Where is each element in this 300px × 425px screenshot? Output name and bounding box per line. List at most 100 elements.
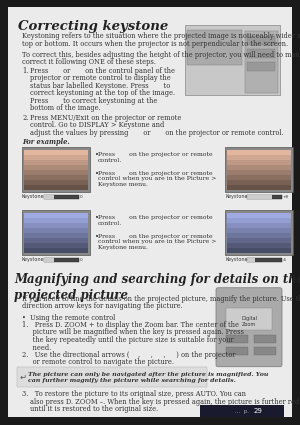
Text: also press D. ZOOM –. When the key is pressed again, the picture is further redu: also press D. ZOOM –. When the key is pr… <box>30 397 300 405</box>
FancyBboxPatch shape <box>226 308 272 330</box>
Bar <box>227 243 291 248</box>
Text: Press       on the projector or remote
control when you are in the Picture >
Key: Press on the projector or remote control… <box>98 170 216 187</box>
Bar <box>227 223 291 228</box>
Text: correct it following ONE of these steps.: correct it following ONE of these steps. <box>22 58 156 66</box>
Bar <box>24 233 88 238</box>
Bar <box>247 62 275 71</box>
Bar <box>24 228 88 233</box>
FancyBboxPatch shape <box>8 7 292 417</box>
Bar <box>247 195 272 199</box>
Text: 2.: 2. <box>22 114 28 122</box>
FancyBboxPatch shape <box>185 25 280 95</box>
Text: direction arrow keys for navigating the picture.: direction arrow keys for navigating the … <box>22 302 183 310</box>
Text: bottom of the image.: bottom of the image. <box>30 104 101 112</box>
Bar <box>227 175 291 180</box>
Text: •: • <box>95 170 99 176</box>
Text: Magnifying and searching for details on the
projected picture: Magnifying and searching for details on … <box>14 273 300 302</box>
Bar <box>24 218 88 223</box>
Bar <box>24 213 88 218</box>
FancyBboxPatch shape <box>8 7 292 417</box>
FancyBboxPatch shape <box>17 367 207 387</box>
Bar <box>44 195 79 199</box>
Text: Press       or       on the control panel of the: Press or on the control panel of the <box>30 67 175 75</box>
Bar <box>24 155 88 160</box>
Bar <box>24 150 88 155</box>
FancyBboxPatch shape <box>245 31 278 93</box>
Text: status bar labelled Keystone. Press       to: status bar labelled Keystone. Press to <box>30 82 170 90</box>
Text: If you need to find the details on the projected picture, magnify the picture. U: If you need to find the details on the p… <box>22 295 300 303</box>
Text: projector or remote control to display the: projector or remote control to display t… <box>30 74 171 82</box>
FancyBboxPatch shape <box>187 30 242 65</box>
Bar <box>227 248 291 253</box>
Text: ↵: ↵ <box>20 372 27 382</box>
Text: Press       to correct keystoning at the: Press to correct keystoning at the <box>30 97 158 105</box>
Bar <box>247 49 275 58</box>
Text: Press       on the projector or remote
control when you are in the Picture >
Key: Press on the projector or remote control… <box>98 233 216 250</box>
Bar <box>200 405 284 417</box>
Text: •: • <box>95 233 99 240</box>
Text: until it is restored to the original size.: until it is restored to the original siz… <box>30 405 158 413</box>
Bar <box>227 155 291 160</box>
FancyBboxPatch shape <box>22 147 90 192</box>
Text: picture will be magnified when the key is pressed again. Press: picture will be magnified when the key i… <box>22 329 244 337</box>
Bar <box>226 335 248 343</box>
Text: Keystone: Keystone <box>225 257 248 262</box>
FancyBboxPatch shape <box>225 210 293 255</box>
Text: 0: 0 <box>80 195 83 199</box>
Text: Keystone: Keystone <box>22 194 44 199</box>
Bar <box>227 233 291 238</box>
Text: 29: 29 <box>254 408 262 414</box>
Bar <box>24 170 88 175</box>
Text: Press MENU/Exit on the projector or remote: Press MENU/Exit on the projector or remo… <box>30 114 182 122</box>
FancyBboxPatch shape <box>216 288 282 367</box>
Bar <box>24 160 88 165</box>
Bar <box>227 160 291 165</box>
Text: For example.: For example. <box>22 138 70 146</box>
Text: 0: 0 <box>80 258 83 262</box>
Bar <box>44 258 54 262</box>
Text: the key repeatedly until the picture size is suitable for your: the key repeatedly until the picture siz… <box>22 336 234 344</box>
Text: need.: need. <box>22 343 51 351</box>
Bar <box>247 258 282 262</box>
Text: correct keystoning at the top of the image.: correct keystoning at the top of the ima… <box>30 89 175 97</box>
Text: •  Using the remote control: • Using the remote control <box>22 314 115 321</box>
Text: To correct this, besides adjusting the height of the projector, you will need to: To correct this, besides adjusting the h… <box>22 51 300 59</box>
Text: ...  p.: ... p. <box>235 408 253 414</box>
Bar <box>227 165 291 170</box>
Text: Keystone: Keystone <box>22 257 44 262</box>
Text: 1.   Press D. ZOOM + to display the Zoom bar. The center of the: 1. Press D. ZOOM + to display the Zoom b… <box>22 321 239 329</box>
Text: 2.   Use the directional arrows (    ,     ,     ,     ) on the projector: 2. Use the directional arrows ( , , , ) … <box>22 351 236 359</box>
Text: control. Go to DISPLAY > Keystone and: control. Go to DISPLAY > Keystone and <box>30 121 164 129</box>
Text: adjust the values by pressing       or       on the projector or remote control.: adjust the values by pressing or on the … <box>30 129 284 137</box>
Bar <box>247 36 275 45</box>
Text: or remote control to navigate the picture.: or remote control to navigate the pictur… <box>22 359 174 366</box>
Bar <box>44 195 54 199</box>
Text: +8: +8 <box>283 195 289 199</box>
Bar <box>227 213 291 218</box>
Bar <box>227 180 291 185</box>
Bar <box>227 238 291 243</box>
FancyBboxPatch shape <box>22 210 90 255</box>
Bar <box>254 347 276 355</box>
Text: Digital
Zoom: Digital Zoom <box>241 316 257 327</box>
Bar <box>227 228 291 233</box>
Bar <box>247 195 282 199</box>
Text: -6: -6 <box>283 258 287 262</box>
Bar <box>44 258 79 262</box>
Text: Press       on the projector or remote
control.: Press on the projector or remote control… <box>98 215 213 226</box>
Bar <box>227 150 291 155</box>
Bar <box>227 218 291 223</box>
Text: Keystone: Keystone <box>225 194 248 199</box>
Text: The picture can only be navigated after the picture is magnified. You
can furthe: The picture can only be navigated after … <box>28 372 268 383</box>
Bar <box>24 165 88 170</box>
Text: •: • <box>95 215 99 221</box>
Bar <box>226 347 248 355</box>
Bar <box>24 238 88 243</box>
Bar <box>24 223 88 228</box>
Bar <box>24 185 88 190</box>
Text: Press       on the projector or remote
control.: Press on the projector or remote control… <box>98 152 213 162</box>
Text: 1.: 1. <box>22 67 28 75</box>
Bar <box>254 335 276 343</box>
Bar <box>24 180 88 185</box>
Text: •: • <box>95 152 99 158</box>
